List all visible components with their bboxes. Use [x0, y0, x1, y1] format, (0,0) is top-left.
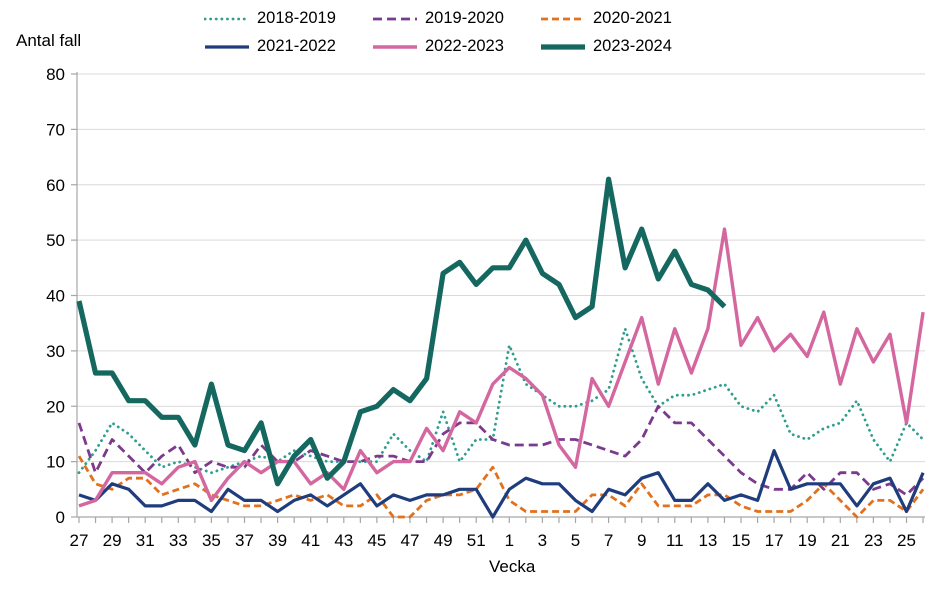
- x-tick-label: 17: [765, 531, 784, 550]
- x-tick-label: 33: [169, 531, 188, 550]
- x-axis-title: Vecka: [489, 557, 536, 576]
- legend-label: 2018-2019: [257, 9, 336, 27]
- y-tick-label: 30: [46, 342, 65, 361]
- x-tick-label: 11: [666, 531, 684, 550]
- legend-item-2021-2022: 2021-2022: [204, 33, 372, 60]
- legend-swatch-2023-2024: [541, 43, 585, 50]
- series-line-2023-2024: [76, 176, 727, 487]
- legend-label: 2019-2020: [425, 9, 504, 27]
- legend-item-2018-2019: 2018-2019: [204, 5, 372, 32]
- legend-label: 2022-2023: [425, 37, 504, 55]
- x-tick-label: 49: [434, 531, 453, 550]
- legend-label: 2023-2024: [593, 37, 672, 55]
- x-tick-label: 45: [367, 531, 386, 550]
- legend-label: 2020-2021: [593, 9, 672, 27]
- x-tick-label: 29: [103, 531, 122, 550]
- x-tick-label: 7: [604, 531, 613, 550]
- legend-item-2022-2023: 2022-2023: [372, 33, 540, 60]
- y-tick-label: 40: [46, 287, 65, 306]
- legend-swatch-2022-2023: [373, 44, 417, 49]
- x-tick-label: 47: [401, 531, 420, 550]
- x-tick-label: 51: [467, 531, 486, 550]
- x-tick-label: 15: [732, 531, 751, 550]
- x-tick-label: 43: [334, 531, 353, 550]
- legend-item-2020-2021: 2020-2021: [540, 5, 740, 32]
- x-tick-label: 21: [831, 531, 850, 550]
- y-axis-title: Antal fall: [16, 31, 82, 50]
- x-tick-label: 23: [864, 531, 883, 550]
- x-tick-label: 9: [637, 531, 646, 550]
- legend-label: 2021-2022: [257, 37, 336, 55]
- series-line-2019-2020: [77, 404, 925, 497]
- y-tick-label: 10: [46, 453, 65, 472]
- series-line-2018-2019: [77, 327, 925, 475]
- legend-swatch-2020-2021: [541, 17, 585, 20]
- x-tick-label: 25: [897, 531, 916, 550]
- x-tick-label: 5: [571, 531, 580, 550]
- x-tick-label: 3: [538, 531, 547, 550]
- y-tick-label: 0: [56, 508, 65, 527]
- y-tick-label: 70: [46, 120, 65, 139]
- x-tick-label: 31: [136, 531, 155, 550]
- x-tick-label: 39: [268, 531, 287, 550]
- x-tick-label: 35: [202, 531, 221, 550]
- legend-swatch-2021-2022: [205, 44, 249, 49]
- chart-legend: 2018-2019 2019-2020 2020-2021 2021-2022 2022…: [204, 5, 740, 60]
- legend-swatch-2019-2020: [373, 17, 417, 20]
- series-line-2020-2021: [77, 455, 925, 519]
- x-tick-label: 27: [70, 531, 89, 550]
- series-line-2021-2022: [78, 449, 925, 519]
- x-tick-label: 37: [235, 531, 254, 550]
- y-tick-label: 80: [46, 65, 65, 84]
- legend-item-2019-2020: 2019-2020: [372, 5, 540, 32]
- x-tick-label: 19: [798, 531, 817, 550]
- y-tick-label: 50: [46, 231, 65, 250]
- x-tick-label: 41: [301, 531, 320, 550]
- y-tick-label: 60: [46, 176, 65, 195]
- x-tick-label: 1: [505, 531, 514, 550]
- series-line-2022-2023: [78, 227, 925, 508]
- legend-item-2023-2024: 2023-2024: [540, 33, 740, 60]
- legend-swatch-2018-2019: [204, 17, 250, 20]
- x-tick-label: 13: [698, 531, 717, 550]
- y-tick-label: 20: [46, 397, 65, 416]
